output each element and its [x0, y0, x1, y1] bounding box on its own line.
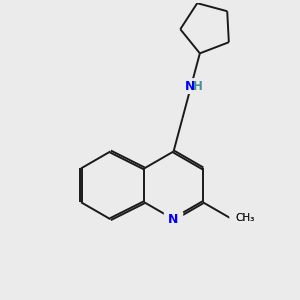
Text: N: N	[168, 213, 179, 226]
Text: H: H	[193, 80, 202, 93]
Text: CH₃: CH₃	[236, 213, 255, 223]
FancyBboxPatch shape	[164, 211, 183, 227]
Text: CH₃: CH₃	[236, 213, 255, 223]
Text: N: N	[184, 80, 195, 93]
FancyBboxPatch shape	[179, 78, 203, 94]
FancyBboxPatch shape	[229, 212, 251, 226]
